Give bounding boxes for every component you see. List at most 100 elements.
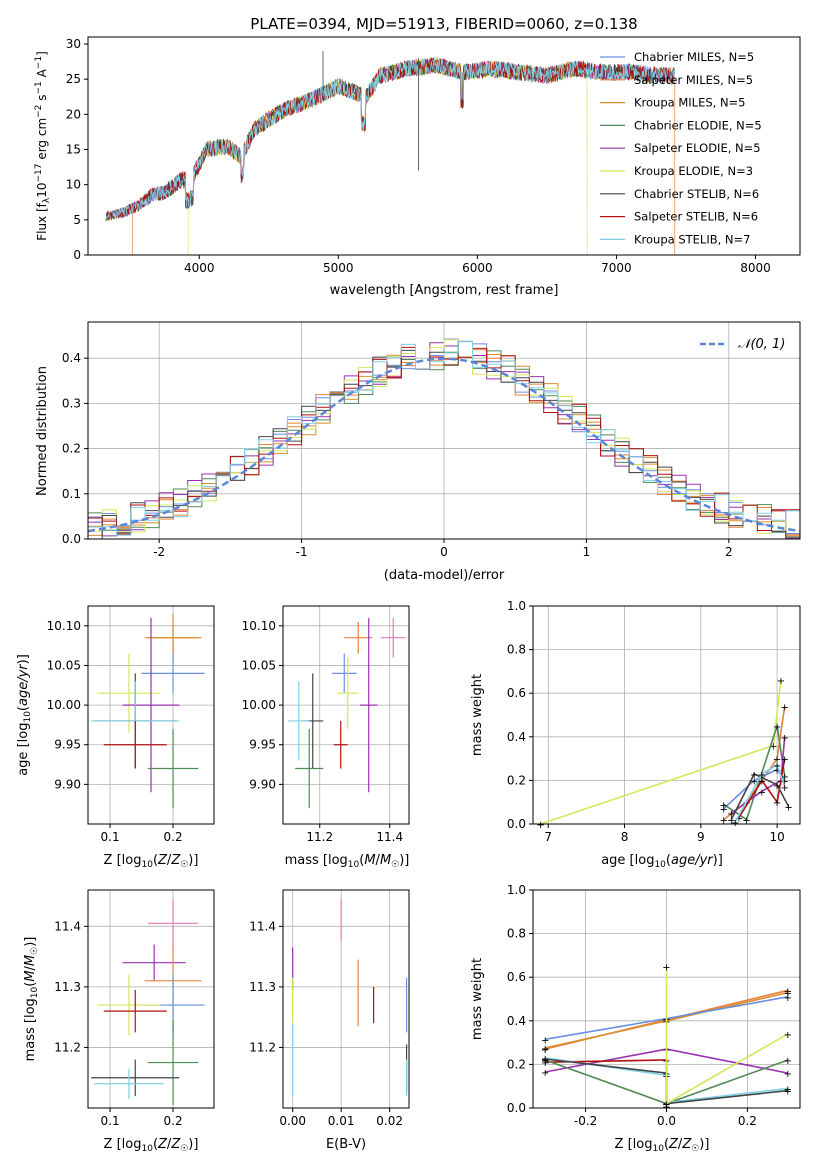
y-tick-label: 0.8 xyxy=(507,643,526,657)
x-tick-label: -2 xyxy=(153,545,165,559)
residuals-legend: 𝒩(0, 1) xyxy=(700,337,785,352)
mass-Z-ylabel: mass [log10(M/M☉)] xyxy=(23,937,40,1062)
weight-age-marker: + xyxy=(731,818,739,829)
weight-age-line xyxy=(540,680,782,825)
y-tick-label: 5 xyxy=(73,213,81,227)
x-tick-label: 5000 xyxy=(323,261,354,275)
weight-age-marker: + xyxy=(758,776,766,787)
x-tick-label: 0.01 xyxy=(328,1114,355,1128)
x-tick-label: 0.1 xyxy=(101,830,120,844)
weight-Z-marker: + xyxy=(541,1044,549,1055)
x-tick-label: 1 xyxy=(583,545,591,559)
panel-frame xyxy=(87,889,215,1109)
weight-Z-marker: + xyxy=(784,1087,792,1098)
weight-Z-marker: + xyxy=(784,993,792,1004)
weight-age-line xyxy=(738,758,786,818)
y-tick-label: 10 xyxy=(66,178,81,192)
y-tick-label: 0.6 xyxy=(507,970,526,984)
residuals-xlabel: (data-model)/error xyxy=(384,568,505,583)
age-vs-mass-panel: 11.2 11.4 9.90 9.95 10.00 10.05 10.10 xyxy=(242,605,410,844)
weight-Z-marker: + xyxy=(541,1035,549,1046)
legend-label: Salpeter MILES, N=5 xyxy=(634,73,753,87)
weight-Z-ylabel: mass weight xyxy=(470,958,485,1040)
weight-Z-marker: + xyxy=(784,986,792,997)
panel-frame xyxy=(87,605,215,825)
weight-vs-age-panel: 7 8 9 100.00.20.40.60.81.0+++++++++++++++++… xyxy=(507,599,801,844)
weight-age-xlabel: age [log10(age/yr)] xyxy=(601,853,723,870)
spectrum-series-line xyxy=(187,58,588,255)
y-tick-label: 9.90 xyxy=(54,777,81,791)
y-tick-label: 0.0 xyxy=(507,817,526,831)
x-tick-label: 0.2 xyxy=(164,1114,183,1128)
weight-Z-marker: + xyxy=(784,1056,792,1067)
weight-age-marker: + xyxy=(727,809,735,820)
weight-age-marker: + xyxy=(773,761,781,772)
x-tick-label: 11.2 xyxy=(306,830,333,844)
panel-frame xyxy=(282,889,410,1109)
legend-label: Salpeter ELODIE, N=5 xyxy=(634,141,761,155)
x-tick-label: 7 xyxy=(544,830,552,844)
spectrum-series-line xyxy=(105,57,588,222)
mass-EBV-xlabel: E(B-V) xyxy=(326,1137,366,1152)
weight-age-marker: + xyxy=(781,755,789,766)
y-tick-label: 0.2 xyxy=(507,1057,526,1071)
weight-vs-Z-panel: -0.2 0.0 0.20.00.20.40.60.81.0++++++++++++… xyxy=(507,883,801,1128)
x-tick-label: 7000 xyxy=(601,261,632,275)
weight-age-ylabel: mass weight xyxy=(470,674,485,756)
spectrum-plot-area: 4000 5000 6000 7000 8000 0 5 10 15 20 25 30 xyxy=(66,37,771,275)
x-tick-label: -1 xyxy=(296,545,308,559)
weight-age-marker: + xyxy=(720,805,728,816)
y-tick-label: 0.4 xyxy=(507,1014,526,1028)
spectrum-ylabel: Flux [fλ10−17 erg cm−2 s−1 A−1] xyxy=(34,51,52,241)
x-tick-label: 0.2 xyxy=(164,830,183,844)
y-tick-label: 0.0 xyxy=(62,532,81,546)
spectrum-title: PLATE=0394, MJD=51913, FIBERID=0060, z=0… xyxy=(250,15,637,33)
y-tick-label: 9.95 xyxy=(54,738,81,752)
y-tick-label: 10.10 xyxy=(242,619,276,633)
weight-age-marker: + xyxy=(773,755,781,766)
weight-age-marker: + xyxy=(773,722,781,733)
weight-Z-marker: + xyxy=(784,988,792,999)
x-tick-label: 2 xyxy=(725,545,733,559)
weight-Z-marker: + xyxy=(541,1056,549,1067)
weight-Z-marker: + xyxy=(541,1068,549,1079)
y-tick-label: 1.0 xyxy=(507,599,526,613)
weight-age-marker: + xyxy=(781,733,789,744)
y-tick-label: 0.3 xyxy=(62,396,81,410)
residuals-ylabel: Normed distribution xyxy=(35,366,50,496)
legend-label: Chabrier ELODIE, N=5 xyxy=(634,118,762,132)
normal-curve xyxy=(87,357,801,533)
weight-Z-marker: + xyxy=(662,1100,670,1111)
spectrum-panel: PLATE=0394, MJD=51913, FIBERID=0060, z=0… xyxy=(34,15,801,298)
x-tick-label: -0.2 xyxy=(574,1114,597,1128)
x-tick-label: 0.1 xyxy=(101,1114,120,1128)
y-tick-label: 9.95 xyxy=(249,738,276,752)
x-tick-label: 6000 xyxy=(462,261,493,275)
y-tick-label: 0 xyxy=(73,248,81,262)
weight-Z-marker: + xyxy=(784,1084,792,1095)
legend-label: Chabrier MILES, N=5 xyxy=(634,50,754,64)
weight-Z-marker: + xyxy=(784,1030,792,1041)
weight-Z-marker: + xyxy=(541,1058,549,1069)
weight-age-marker: + xyxy=(777,676,785,687)
svg-text:𝒩(0, 1): 𝒩(0, 1) xyxy=(738,337,785,352)
x-tick-label: 0.0 xyxy=(657,1114,676,1128)
legend-label: Kroupa ELODIE, N=3 xyxy=(634,164,753,178)
weight-age-marker: + xyxy=(720,816,728,827)
x-tick-label: 4000 xyxy=(184,261,215,275)
x-tick-label: 0.00 xyxy=(279,1114,306,1128)
y-tick-label: 11.2 xyxy=(54,1040,81,1054)
spectrum-series-line xyxy=(105,57,675,222)
weight-Z-marker: + xyxy=(541,1055,549,1066)
weight-age-line xyxy=(730,772,790,820)
weight-Z-marker: + xyxy=(662,1100,670,1111)
weight-age-marker: + xyxy=(536,820,544,831)
spectrum-legend: Chabrier MILES, N=5 Salpeter MILES, N=5 Kr… xyxy=(600,50,762,246)
age-vs-Z-panel: 0.1 0.2 9.90 9.95 10.00 10.05 10.10 xyxy=(47,605,215,844)
residuals-frame xyxy=(87,321,801,540)
y-tick-label: 9.90 xyxy=(249,777,276,791)
x-tick-label: 0.02 xyxy=(376,1114,403,1128)
weight-age-marker: + xyxy=(781,776,789,787)
y-tick-label: 0.2 xyxy=(62,442,81,456)
